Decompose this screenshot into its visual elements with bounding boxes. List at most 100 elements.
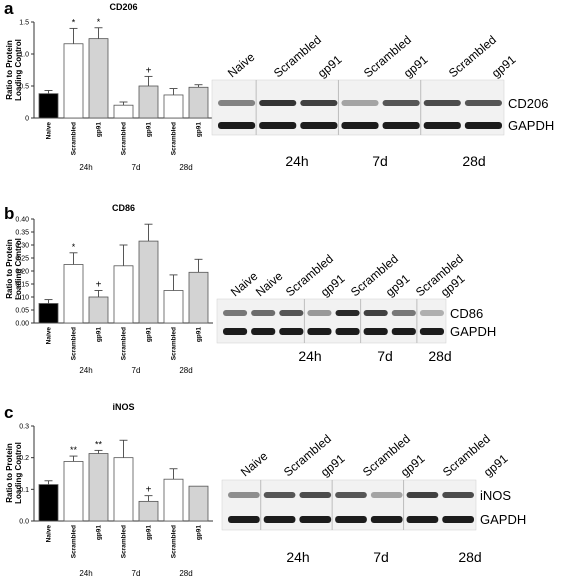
- bar: [163, 94, 184, 119]
- panel-a: a CD206 Ratio to ProteinLoading Control 0 0.…: [0, 0, 567, 190]
- bar-chart-cd86: b CD86 Ratio to ProteinLoading Control 0.00…: [4, 203, 213, 375]
- bar-chart-cd206: a CD206 Ratio to ProteinLoading Control 0 0.…: [4, 0, 213, 172]
- control-band: [382, 122, 420, 129]
- bar: [138, 85, 159, 119]
- x-group-label: 28d: [179, 366, 192, 375]
- blot-protein-label: CD206: [508, 96, 548, 111]
- protein-band: [335, 492, 367, 498]
- x-category-label: gp91: [196, 525, 203, 541]
- panel-c: c iNOS Ratio to ProteinLoading Control 0.0 0…: [0, 398, 567, 586]
- y-tick-label: 0.1: [19, 487, 29, 494]
- protein-band: [419, 310, 444, 316]
- blot-lane-label: Naive: [228, 269, 261, 300]
- protein-band: [464, 100, 502, 106]
- blot-control-label: GAPDH: [450, 324, 496, 339]
- panel-b: b CD86 Ratio to ProteinLoading Control 0.00…: [0, 197, 567, 387]
- x-category-label: Scrambled: [71, 327, 78, 360]
- significance-marker: **: [95, 439, 103, 449]
- protein-band: [382, 100, 420, 106]
- bar: [38, 484, 59, 522]
- protein-band: [307, 310, 332, 316]
- x-category-label: Scrambled: [71, 525, 78, 558]
- blot-timepoint-label: 28d: [458, 549, 481, 565]
- protein-band: [370, 492, 403, 498]
- y-axis-label-line: Ratio to Protein: [5, 40, 14, 100]
- blot-protein-label: CD86: [450, 306, 483, 321]
- bar: [163, 478, 184, 522]
- control-band: [335, 328, 360, 335]
- chart-title: iNOS: [112, 402, 134, 412]
- panel-letter: b: [4, 204, 14, 223]
- control-band: [406, 516, 439, 523]
- blot-lane-label: gp91: [398, 451, 428, 479]
- protein-band: [263, 492, 296, 498]
- x-group-label: 7d: [132, 366, 141, 375]
- y-tick-label: 0.15: [15, 282, 29, 289]
- significance-marker: +: [96, 280, 102, 291]
- blot-timepoint-label: 24h: [285, 153, 308, 169]
- bar: [63, 43, 84, 119]
- blot-background: [216, 298, 447, 344]
- control-band: [218, 122, 256, 129]
- chart-title: CD86: [112, 203, 135, 213]
- control-band: [363, 328, 388, 335]
- y-axis-label-line: Loading Control: [14, 39, 23, 101]
- blot-timepoint-label: 28d: [428, 348, 451, 364]
- x-group-label: 28d: [179, 569, 192, 578]
- protein-band: [218, 100, 256, 106]
- protein-band: [279, 310, 304, 316]
- y-tick-label: 0.5: [19, 84, 29, 91]
- x-group-label: 7d: [132, 163, 141, 172]
- bar: [163, 290, 184, 324]
- protein-band: [223, 310, 248, 316]
- control-band: [335, 516, 367, 523]
- bar: [63, 264, 84, 324]
- blot-lane-label: gp91: [489, 52, 519, 80]
- x-category-label: Scrambled: [121, 525, 128, 558]
- y-tick-label: 0.0: [19, 519, 29, 526]
- bar: [113, 265, 134, 324]
- blot-timepoint-label: 28d: [462, 153, 485, 169]
- control-band: [279, 328, 304, 335]
- y-axis-label-line: Loading Control: [14, 442, 23, 504]
- control-band: [370, 516, 403, 523]
- blot-strip: [216, 298, 447, 344]
- control-band: [223, 328, 248, 335]
- x-category-label: gp91: [146, 525, 153, 541]
- y-tick-label: 0.05: [15, 308, 29, 315]
- control-band: [391, 328, 416, 335]
- y-axis-label-line: Ratio to Protein: [5, 443, 14, 503]
- panel-letter: c: [4, 403, 13, 422]
- x-category-label: Naive: [46, 122, 53, 140]
- protein-band: [363, 310, 388, 316]
- blot-protein-label: iNOS: [480, 488, 511, 503]
- blot-lane-label: Naive: [253, 269, 286, 300]
- protein-band: [406, 492, 439, 498]
- x-group-label: 24h: [79, 366, 92, 375]
- x-category-label: Scrambled: [121, 327, 128, 360]
- protein-band: [442, 492, 474, 498]
- blot-timepoint-label: 7d: [377, 348, 393, 364]
- protein-band: [299, 492, 332, 498]
- blot-lane-label: gp91: [318, 451, 348, 479]
- y-axis-label-line: Loading Control: [14, 238, 23, 300]
- blot-control-label: GAPDH: [480, 512, 526, 527]
- x-category-label: gp91: [196, 327, 203, 343]
- bar-chart-inos: c iNOS Ratio to ProteinLoading Control 0.0 0…: [4, 402, 213, 578]
- y-tick-label: 0.10: [15, 295, 29, 302]
- x-group-label: 24h: [79, 569, 92, 578]
- y-tick-label: 0.00: [15, 321, 29, 328]
- panel-letter: a: [4, 0, 14, 18]
- protein-band: [335, 310, 360, 316]
- x-group-label: 28d: [179, 163, 192, 172]
- blot-strip: [221, 479, 477, 531]
- y-tick-label: 0: [25, 116, 29, 123]
- control-band: [423, 122, 461, 129]
- protein-band: [300, 100, 338, 106]
- x-category-label: gp91: [96, 327, 103, 343]
- control-band: [442, 516, 474, 523]
- control-band: [259, 122, 297, 129]
- y-tick-label: 0.35: [15, 230, 29, 237]
